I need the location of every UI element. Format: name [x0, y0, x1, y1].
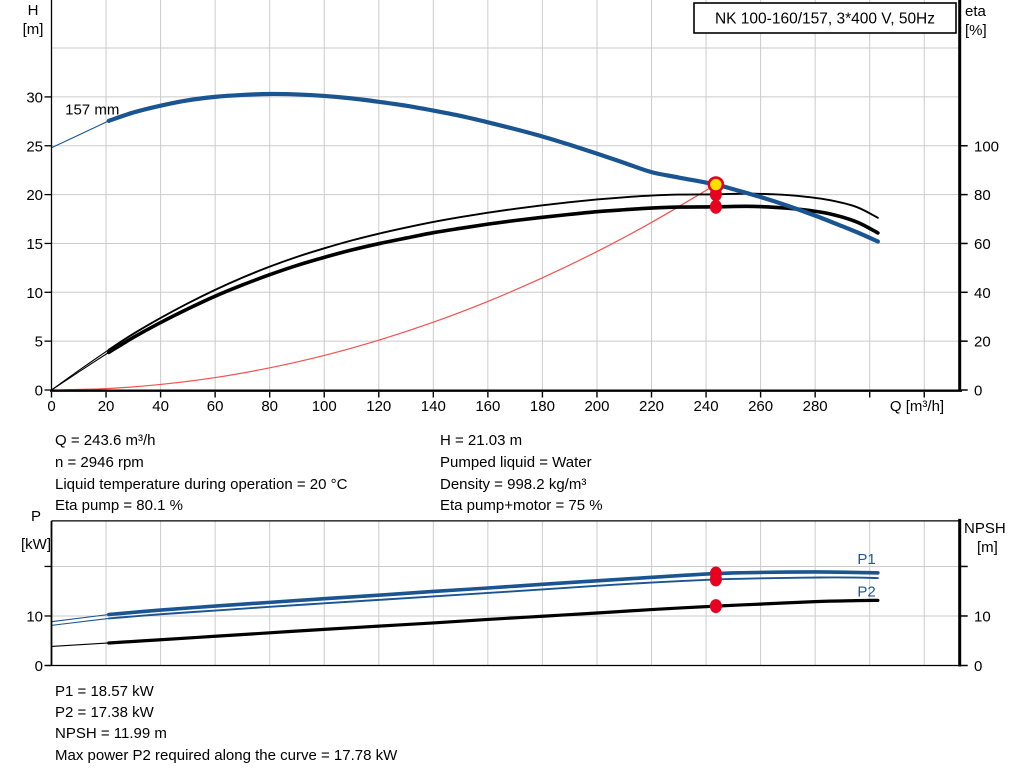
y-right-tick-label: 10: [974, 608, 991, 625]
operating-point-marker: [709, 599, 722, 614]
eta-pump-curve: [107, 192, 879, 351]
y-right-tick-label: 0: [974, 383, 982, 400]
chart-title: NK 100-160/157, 3*400 V, 50Hz: [715, 11, 935, 28]
y-left-tick-label: 10: [26, 285, 43, 302]
y-right-tick-label: 100: [974, 138, 999, 155]
y-right-tick-label: 20: [974, 334, 991, 351]
system-curve: [50, 183, 717, 391]
y-right-axis-title-unit: [%]: [965, 22, 987, 39]
y-left-tick-label: 25: [26, 138, 43, 155]
y-right-tick-label: 60: [974, 236, 991, 253]
npsh-curve: [107, 598, 880, 645]
x-tick-label: 120: [366, 398, 391, 415]
duty-head: H = 21.03 m: [440, 432, 523, 449]
y-left-tick-label: 10: [26, 608, 43, 625]
duty-info-left: Q = 243.6 m³/h n = 2946 rpm Liquid tempe…: [55, 430, 347, 517]
x-tick-label: 40: [152, 398, 169, 415]
y-left-tick-label: 0: [35, 383, 43, 400]
y-right-tick-label: 40: [974, 285, 991, 302]
y-left-axis-title: P: [31, 508, 41, 525]
head-curve-label: 157 mm: [65, 101, 119, 118]
duty-q: Q = 243.6 m³/h: [55, 432, 156, 449]
p1-curve-thin-segment: [51, 613, 109, 623]
y-right-tick-label: 0: [974, 658, 982, 675]
duty-info-right: H = 21.03 m Pumped liquid = Water Densit…: [440, 430, 603, 517]
y-right-axis-title-unit: [m]: [977, 539, 998, 556]
x-tick-label: 200: [584, 398, 609, 415]
y-left-axis-title-unit: [m]: [23, 21, 44, 38]
operating-point-marker: [709, 572, 722, 587]
power-p2: P2 = 17.38 kW: [55, 704, 154, 722]
x-tick-label: 140: [421, 398, 446, 415]
duty-eta-pump: Eta pump = 80.1 %: [55, 497, 183, 515]
npsh-curve-thin-segment: [51, 642, 109, 647]
x-tick-label: 280: [803, 398, 828, 415]
eta-pump-motor-curve: [106, 204, 880, 355]
x-tick-label: 240: [694, 398, 719, 415]
x-tick-label: 260: [748, 398, 773, 415]
x-tick-label: 20: [98, 398, 115, 415]
y-left-axis-title-unit: [kW]: [21, 536, 51, 553]
y-left-tick-label: 5: [35, 334, 43, 351]
x-tick-label: 180: [530, 398, 555, 415]
duty-density: Density = 998.2 kg/m³: [440, 475, 587, 493]
y-left-axis-title: H: [28, 2, 39, 19]
eta-pump-motor-curve-thin-segment: [51, 351, 110, 391]
x-tick-label: 100: [312, 398, 337, 415]
x-tick-label: 220: [639, 398, 664, 415]
y-right-axis-title: eta: [965, 3, 987, 20]
chart-title-box: [693, 2, 957, 34]
x-tick-label: 160: [475, 398, 500, 415]
p1-curve: [106, 570, 880, 617]
x-tick-label: 60: [207, 398, 224, 415]
y-right-tick-label: 80: [974, 187, 991, 204]
duty-liquid-temp: Liquid temperature during operation = 20…: [55, 475, 348, 493]
p2-curve-label: P2: [857, 584, 875, 601]
p2-curve: [107, 576, 879, 620]
y-left-tick-label: 0: [35, 658, 43, 675]
head-curve-thin-segment: [51, 120, 110, 149]
power-info: P1 = 18.57 kW P2 = 17.38 kW NPSH = 11.99…: [55, 681, 397, 766]
power-max-p2: Max power P2 required along the curve = …: [55, 746, 398, 764]
duty-point-marker: [707, 176, 725, 193]
head-curve: [106, 91, 880, 244]
p1-curve-label: P1: [857, 551, 875, 568]
y-left-tick-label: 20: [26, 187, 43, 204]
power-npsh: NPSH = 11.99 m: [55, 725, 167, 743]
p2-curve-thin-segment: [51, 617, 109, 626]
duty-speed: n = 2946 rpm: [55, 453, 144, 471]
duty-eta-pump-motor: Eta pump+motor = 75 %: [440, 497, 603, 515]
operating-point-marker: [709, 199, 722, 214]
x-tick-label: 80: [261, 398, 278, 415]
y-left-tick-label: 30: [26, 89, 43, 106]
power-p1: P1 = 18.57 kW: [55, 683, 154, 700]
duty-pumped-liquid: Pumped liquid = Water: [440, 453, 592, 471]
y-left-tick-label: 15: [26, 236, 43, 253]
y-right-axis-title: NPSH: [964, 520, 1006, 537]
x-tick-label: 0: [47, 398, 55, 415]
x-axis-title: Q [m³/h]: [890, 398, 944, 415]
